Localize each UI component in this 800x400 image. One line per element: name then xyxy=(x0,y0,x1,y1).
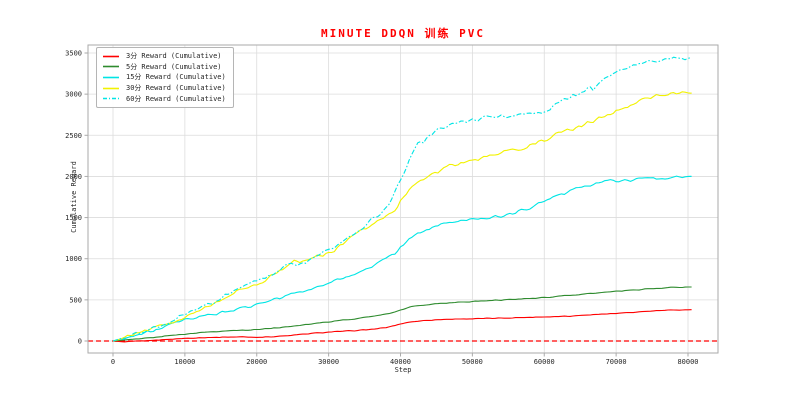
series-line-5min xyxy=(112,286,692,342)
legend-swatch-line xyxy=(103,55,119,58)
x-tick-label: 20000 xyxy=(246,358,267,366)
legend-item-label: 3分 Reward (Cumulative) xyxy=(126,52,222,61)
legend-item-3min: 3分 Reward (Cumulative) xyxy=(102,51,226,62)
legend-swatch-line xyxy=(103,76,119,79)
legend: 3分 Reward (Cumulative) 5分 Reward (Cumula… xyxy=(96,47,234,108)
x-tick-label: 70000 xyxy=(606,358,627,366)
y-tick-label: 500 xyxy=(69,296,82,304)
series-line-15min xyxy=(112,175,692,342)
legend-item-15min: 15分 Reward (Cumulative) xyxy=(102,72,226,83)
x-tick-label: 60000 xyxy=(534,358,555,366)
series-line-3min xyxy=(112,309,692,343)
x-tick-label: 80000 xyxy=(677,358,698,366)
plot-border xyxy=(87,44,719,354)
legend-item-5min: 5分 Reward (Cumulative) xyxy=(102,62,226,73)
series-line-30min xyxy=(112,91,692,342)
legend-swatch-line xyxy=(103,87,119,89)
y-tick-label: 3500 xyxy=(65,50,82,58)
y-axis-label: Cumulative Reward xyxy=(70,161,78,233)
y-tick-label: 0 xyxy=(78,338,82,346)
legend-item-30min: 30分 Reward (Cumulative) xyxy=(102,83,226,94)
legend-item-label: 15分 Reward (Cumulative) xyxy=(126,73,226,82)
legend-swatch-line xyxy=(103,66,119,68)
x-axis-label: Step xyxy=(394,366,412,374)
y-tick-label: 2500 xyxy=(65,132,82,140)
x-tick-label: 30000 xyxy=(318,358,339,366)
y-tick-label: 1000 xyxy=(65,255,82,263)
legend-swatch-line xyxy=(103,97,119,100)
y-tick-label: 1500 xyxy=(65,214,82,222)
x-tick-label: 10000 xyxy=(174,358,195,366)
legend-item-60min: 60分 Reward (Cumulative) xyxy=(102,93,226,104)
series-line-60min xyxy=(112,56,692,342)
legend-item-label: 30分 Reward (Cumulative) xyxy=(126,84,226,93)
legend-item-label: 60分 Reward (Cumulative) xyxy=(126,94,226,103)
legend-item-label: 5分 Reward (Cumulative) xyxy=(126,62,222,71)
y-tick-label: 3000 xyxy=(65,91,82,99)
y-tick-label: 2000 xyxy=(65,173,82,181)
x-tick-label: 40000 xyxy=(390,358,411,366)
x-tick-label: 50000 xyxy=(462,358,483,366)
chart-title: MINUTE DDQN 训练 PVC xyxy=(321,27,485,40)
x-tick-label: 0 xyxy=(111,358,115,366)
